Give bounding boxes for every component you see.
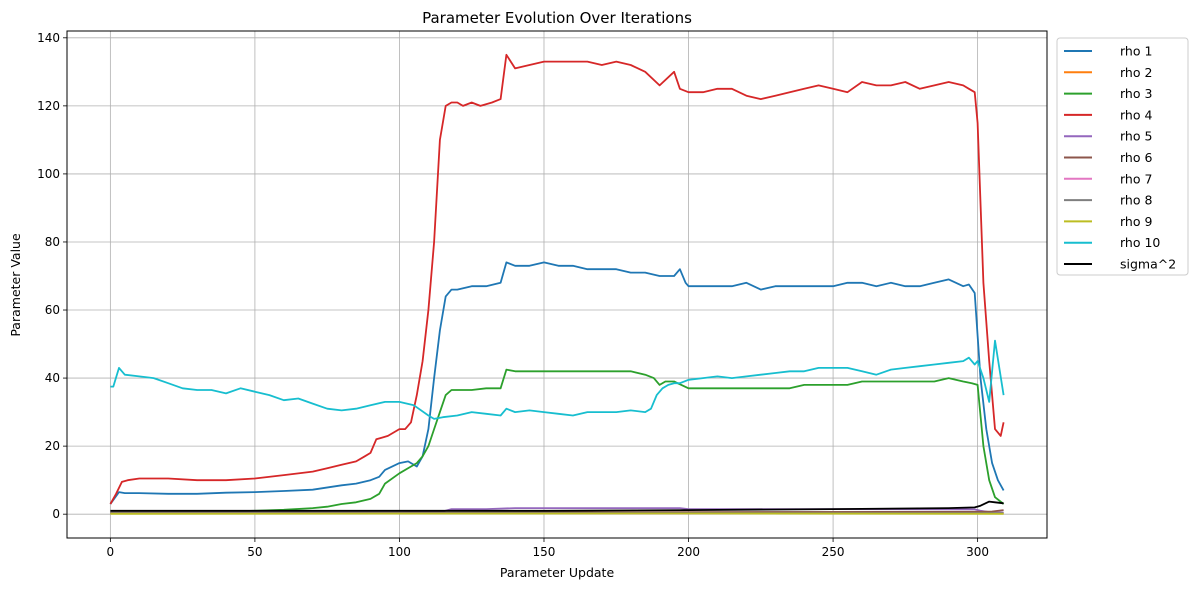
legend-label-rho-3: rho 3 xyxy=(1120,86,1152,101)
y-tick-label: 100 xyxy=(37,167,60,181)
legend-label-rho-2: rho 2 xyxy=(1120,65,1152,80)
legend-label-rho-7: rho 7 xyxy=(1120,171,1152,186)
x-tick-label: 100 xyxy=(388,545,411,559)
y-tick-label: 140 xyxy=(37,31,60,45)
legend-label-rho-6: rho 6 xyxy=(1120,150,1152,165)
x-axis-label: Parameter Update xyxy=(500,565,615,580)
legend-label-rho-4: rho 4 xyxy=(1120,107,1152,122)
y-tick-label: 20 xyxy=(45,439,60,453)
legend-label-rho-8: rho 8 xyxy=(1120,193,1152,208)
legend-label-rho-9: rho 9 xyxy=(1120,214,1152,229)
legend: rho 1 rho 2 rho 3 rho 4 rho 5 rho 6 rho 7 rho 8… xyxy=(1057,38,1188,275)
x-tick-label: 250 xyxy=(822,545,845,559)
legend-label-rho-5: rho 5 xyxy=(1120,129,1152,144)
y-tick-label: 0 xyxy=(52,507,60,521)
x-tick-label: 150 xyxy=(533,545,556,559)
chart-title: Parameter Evolution Over Iterations xyxy=(422,9,692,27)
y-tick-label: 80 xyxy=(45,235,60,249)
x-tick-label: 0 xyxy=(107,545,115,559)
legend-label-rho-10: rho 10 xyxy=(1120,235,1160,250)
legend-label-sigma-2: sigma^2 xyxy=(1120,257,1176,272)
x-tick-label: 50 xyxy=(247,545,262,559)
x-tick-label: 300 xyxy=(966,545,989,559)
y-axis-label: Parameter Value xyxy=(8,233,23,337)
x-tick-label: 200 xyxy=(677,545,700,559)
legend-label-rho-1: rho 1 xyxy=(1120,44,1152,59)
y-tick-label: 40 xyxy=(45,371,60,385)
y-tick-label: 120 xyxy=(37,99,60,113)
y-tick-label: 60 xyxy=(45,303,60,317)
